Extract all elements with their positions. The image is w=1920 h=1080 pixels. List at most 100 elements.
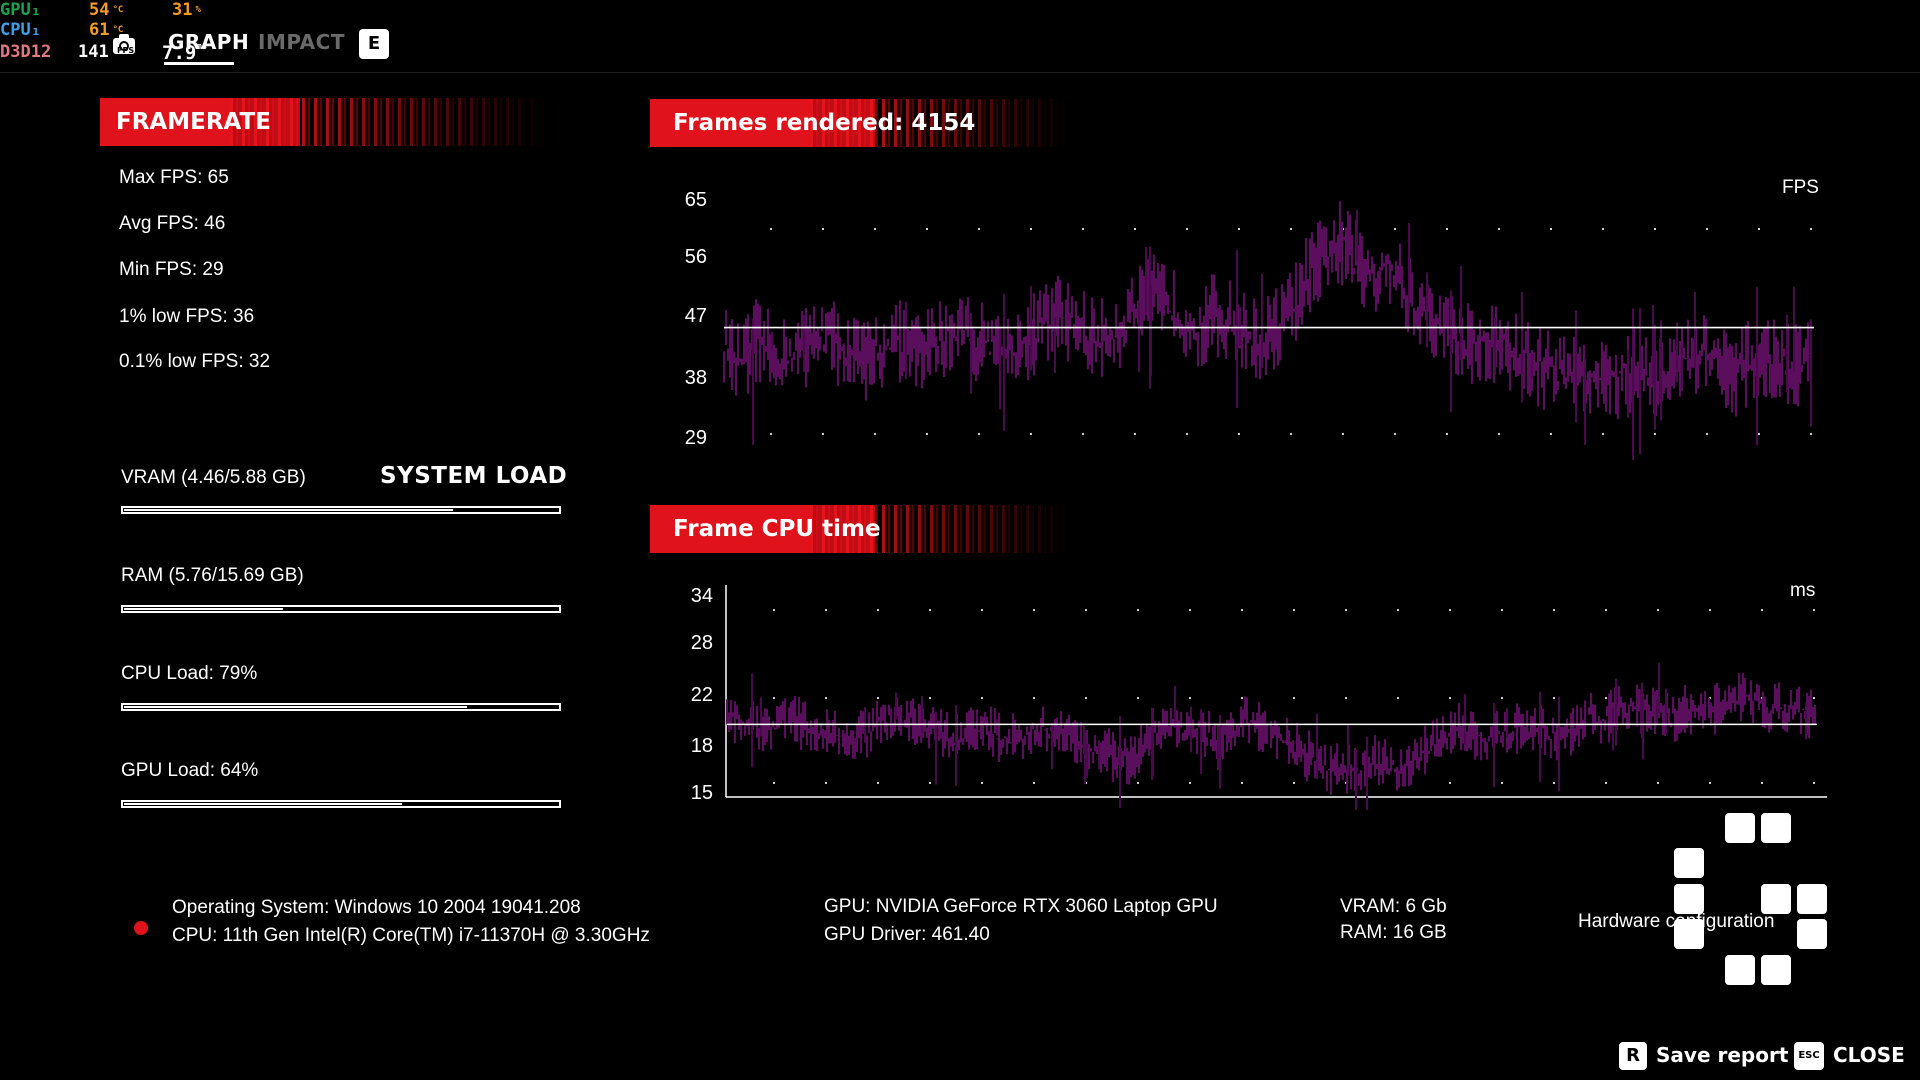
- grid-dot: [770, 228, 772, 230]
- stat-01pct-low-fps: 0.1% low FPS: 32: [119, 351, 271, 372]
- save-report-key[interactable]: R: [1619, 1042, 1647, 1070]
- grid-dot: [981, 609, 983, 611]
- grid-dot: [825, 609, 827, 611]
- grid-dot: [1550, 228, 1552, 230]
- grid-dot: [825, 782, 827, 784]
- status-dot: [134, 921, 148, 935]
- grid-dot: [1501, 697, 1503, 699]
- spinner-block: [1725, 813, 1755, 843]
- spinner-block: [1797, 919, 1827, 949]
- grid-dot: [1134, 228, 1136, 230]
- hw-cpu: CPU: 11th Gen Intel(R) Core(TM) i7-11370…: [172, 925, 650, 946]
- grid-dot: [1706, 228, 1708, 230]
- overlay-gpu-temp-unit: °C: [112, 5, 124, 15]
- grid-dot: [978, 228, 980, 230]
- grid-dot: [1709, 782, 1711, 784]
- cpu-tick-0: 34: [690, 585, 713, 607]
- grid-dot: [1345, 609, 1347, 611]
- tab-impact[interactable]: IMPACT: [258, 30, 345, 54]
- grid-dot: [1550, 433, 1552, 435]
- ram-load-fill: [124, 608, 284, 610]
- grid-dot: [1033, 609, 1035, 611]
- grid-dot: [978, 433, 980, 435]
- overlay-gpu-load: 31%: [172, 0, 201, 20]
- cpu-tick-2: 22: [690, 684, 713, 706]
- grid-dot: [1709, 609, 1711, 611]
- grid-dot: [929, 782, 931, 784]
- grid-dot: [926, 433, 928, 435]
- grid-dot: [1498, 433, 1500, 435]
- overlay-fps: 141: [78, 42, 109, 62]
- spinner-block: [1674, 919, 1704, 949]
- grid-dot: [1602, 228, 1604, 230]
- grid-dot: [1605, 609, 1607, 611]
- banner-fade: [810, 505, 1070, 553]
- stat-1pct-low-fps: 1% low FPS: 36: [119, 306, 255, 327]
- grid-dot: [770, 433, 772, 435]
- grid-dot: [1605, 782, 1607, 784]
- grid-dot: [1085, 609, 1087, 611]
- overlay-gpu-temp: 54 °C: [89, 0, 123, 20]
- frames-rendered-title: Frames rendered: 4154: [673, 110, 976, 136]
- grid-dot: [1238, 433, 1240, 435]
- tab-graph[interactable]: GRAPH: [168, 30, 250, 54]
- grid-dot: [1553, 782, 1555, 784]
- spinner-block: [1725, 955, 1755, 985]
- fps-tick-4: 29: [684, 427, 707, 449]
- tab-switch-key-hint[interactable]: E: [359, 29, 389, 59]
- grid-dot: [1605, 697, 1607, 699]
- grid-dot: [1293, 697, 1295, 699]
- grid-dot: [1813, 609, 1815, 611]
- spinner-block: [1761, 884, 1791, 914]
- overlay-gpu-load-unit: %: [195, 5, 201, 15]
- cpu-load-fill: [124, 706, 467, 708]
- overlay-gpu-label: GPU₁: [0, 0, 41, 20]
- overlay-cpu-temp: 61 °C: [89, 20, 123, 40]
- cpu-load-bar: [121, 703, 561, 711]
- grid-dot: [1449, 697, 1451, 699]
- close-button[interactable]: CLOSE: [1833, 1043, 1905, 1067]
- framerate-banner: FRAMERATE: [100, 98, 550, 146]
- grid-dot: [1602, 433, 1604, 435]
- grid-dot: [1238, 228, 1240, 230]
- frame-cpu-time-title: Frame CPU time: [673, 516, 881, 542]
- grid-dot: [1394, 228, 1396, 230]
- grid-dot: [1241, 782, 1243, 784]
- save-report-button[interactable]: Save report: [1656, 1043, 1789, 1067]
- overlay-gpu-load-value: 31: [172, 0, 193, 20]
- overlay-api-label: D3D12: [0, 42, 52, 62]
- grid-dot: [1033, 697, 1035, 699]
- overlay-cpu-label: CPU₁: [0, 20, 41, 40]
- grid-dot: [1186, 433, 1188, 435]
- fps-chart: [722, 201, 1814, 460]
- grid-dot: [874, 228, 876, 230]
- grid-dot: [1241, 697, 1243, 699]
- grid-dot: [773, 782, 775, 784]
- grid-dot: [1394, 433, 1396, 435]
- camera-icon[interactable]: [111, 32, 137, 56]
- grid-dot: [1397, 697, 1399, 699]
- fps-unit-label: FPS: [1782, 177, 1819, 198]
- grid-dot: [773, 609, 775, 611]
- banner-fade: [230, 98, 550, 146]
- cpu-unit-label: ms: [1790, 580, 1816, 601]
- gpu-load-bar: [121, 800, 561, 808]
- grid-dot: [877, 697, 879, 699]
- grid-dot: [1706, 433, 1708, 435]
- spinner-block: [1674, 884, 1704, 914]
- grid-dot: [877, 609, 879, 611]
- close-key[interactable]: ESC: [1794, 1042, 1824, 1070]
- header-divider: [0, 72, 1920, 73]
- stat-max-fps: Max FPS: 65: [119, 167, 229, 188]
- grid-dot: [1137, 609, 1139, 611]
- grid-dot: [1449, 609, 1451, 611]
- grid-dot: [1758, 228, 1760, 230]
- vram-load-fill: [124, 509, 454, 511]
- grid-dot: [825, 697, 827, 699]
- grid-dot: [874, 433, 876, 435]
- performance-overlay: GPU₁ 54 °C CPU₁ 61 °C D3D12 141: [0, 0, 140, 64]
- grid-dot: [1290, 228, 1292, 230]
- gpu-load-label: GPU Load: 64%: [121, 760, 259, 781]
- grid-dot: [1501, 782, 1503, 784]
- grid-dot: [1810, 433, 1812, 435]
